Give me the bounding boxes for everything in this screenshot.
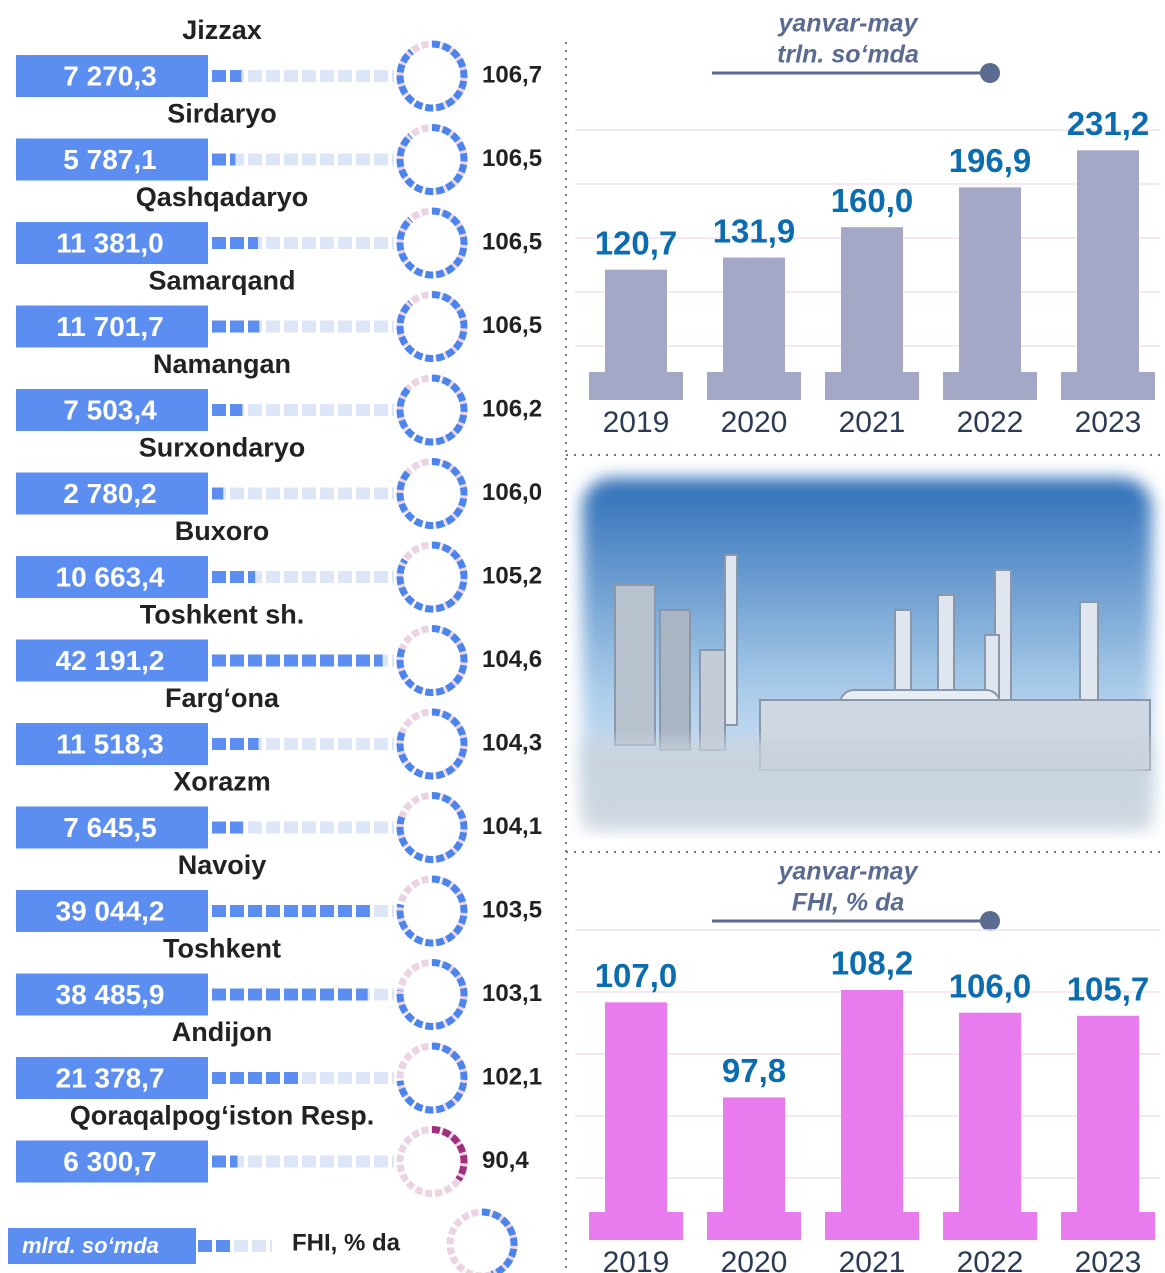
fhi-value: 103,1 bbox=[482, 980, 542, 1007]
region-name: Toshkent bbox=[163, 934, 281, 964]
region-name: Andijon bbox=[172, 1017, 272, 1047]
x-tick-label: 2021 bbox=[839, 1246, 906, 1273]
region-value: 6 300,7 bbox=[63, 1146, 156, 1177]
fhi-value: 106,5 bbox=[482, 145, 542, 172]
region-value: 42 191,2 bbox=[56, 645, 165, 676]
region-value: 11 381,0 bbox=[56, 227, 163, 258]
x-tick-label: 2020 bbox=[721, 406, 788, 439]
annotation-dot bbox=[980, 911, 1000, 931]
region-value: 2 780,2 bbox=[63, 478, 156, 509]
fhi-value: 105,2 bbox=[482, 562, 542, 589]
bar bbox=[605, 1002, 667, 1240]
bar-base bbox=[589, 1212, 683, 1240]
chart-title: yanvar-may bbox=[777, 858, 919, 886]
bar bbox=[959, 187, 1021, 400]
x-tick-label: 2022 bbox=[957, 1246, 1024, 1273]
x-tick-label: 2019 bbox=[603, 406, 670, 439]
bar-base bbox=[825, 372, 919, 400]
legend-label: mlrd. so‘mda bbox=[22, 1233, 159, 1258]
fhi-value: 102,1 bbox=[482, 1063, 542, 1090]
legend-label: FHI, % da bbox=[292, 1229, 401, 1256]
bar bbox=[841, 990, 903, 1240]
x-tick-label: 2020 bbox=[721, 1246, 788, 1273]
region-name: Xorazm bbox=[173, 767, 271, 797]
region-value: 11 518,3 bbox=[56, 728, 163, 759]
region-value: 21 378,7 bbox=[56, 1062, 165, 1093]
region-value: 38 485,9 bbox=[56, 979, 165, 1010]
region-name: Toshkent sh. bbox=[140, 600, 305, 630]
fhi-value: 103,5 bbox=[482, 896, 542, 923]
fhi-value: 106,7 bbox=[482, 61, 542, 88]
region-value: 7 503,4 bbox=[63, 394, 157, 425]
bar-base bbox=[825, 1212, 919, 1240]
bar-base bbox=[1061, 372, 1155, 400]
chart-subtitle: trln. so‘mda bbox=[777, 41, 919, 69]
region-name: Sirdaryo bbox=[167, 99, 277, 129]
region-name: Namangan bbox=[153, 349, 291, 379]
photo bbox=[582, 478, 1152, 830]
bar bbox=[959, 1013, 1021, 1240]
region-value: 5 787,1 bbox=[63, 144, 156, 175]
region-name: Qashqadaryo bbox=[136, 182, 309, 212]
value-label: 108,2 bbox=[831, 945, 914, 982]
region-name: Jizzax bbox=[182, 15, 262, 45]
region-name: Navoiy bbox=[178, 850, 267, 880]
fhi-value: 106,0 bbox=[482, 479, 542, 506]
value-label: 97,8 bbox=[722, 1052, 786, 1089]
bar-base bbox=[589, 372, 683, 400]
region-name: Buxoro bbox=[175, 516, 270, 546]
region-value: 39 044,2 bbox=[56, 895, 165, 926]
fhi-value: 104,6 bbox=[482, 646, 542, 673]
bar bbox=[1077, 150, 1139, 400]
bar bbox=[1077, 1016, 1139, 1240]
x-tick-label: 2023 bbox=[1075, 406, 1142, 439]
fhi-value: 106,5 bbox=[482, 312, 542, 339]
fhi-value: 104,1 bbox=[482, 813, 542, 840]
chart-subtitle: FHI, % da bbox=[792, 889, 905, 917]
x-tick-label: 2019 bbox=[603, 1246, 670, 1273]
bar-base bbox=[707, 1212, 801, 1240]
region-name: Samarqand bbox=[148, 266, 295, 296]
fhi-value: 106,5 bbox=[482, 228, 542, 255]
value-label: 160,0 bbox=[831, 182, 914, 219]
region-name: Qoraqalpog‘iston Resp. bbox=[70, 1101, 375, 1131]
x-tick-label: 2023 bbox=[1075, 1246, 1142, 1273]
value-label: 106,0 bbox=[949, 967, 1032, 1004]
region-value: 11 701,7 bbox=[56, 311, 163, 342]
bar-base bbox=[707, 372, 801, 400]
value-label: 107,0 bbox=[595, 957, 678, 994]
value-label: 120,7 bbox=[595, 224, 678, 261]
fhi-value: 104,3 bbox=[482, 729, 542, 756]
value-label: 131,9 bbox=[713, 212, 796, 249]
donut-arc bbox=[432, 1130, 464, 1180]
bar-base bbox=[943, 372, 1037, 400]
fhi-value: 106,2 bbox=[482, 395, 542, 422]
infographic: Jizzax 7 270,3 106,7 Sirdaryo 5 787,1 106,5 Qa… bbox=[0, 0, 1165, 1273]
bar-base bbox=[943, 1212, 1037, 1240]
x-tick-label: 2022 bbox=[957, 406, 1024, 439]
bar-base bbox=[1061, 1212, 1155, 1240]
value-label: 196,9 bbox=[949, 142, 1032, 179]
value-label: 105,7 bbox=[1067, 970, 1150, 1007]
region-name: Farg‘ona bbox=[165, 683, 280, 713]
region-name: Surxondaryo bbox=[139, 433, 306, 463]
legend-donut-arc bbox=[482, 1212, 514, 1273]
fhi-value: 90,4 bbox=[482, 1147, 529, 1174]
x-tick-label: 2021 bbox=[839, 406, 906, 439]
annotation-dot bbox=[980, 63, 1000, 83]
region-value: 10 663,4 bbox=[56, 561, 165, 592]
region-value: 7 270,3 bbox=[63, 60, 156, 91]
value-label: 231,2 bbox=[1067, 105, 1150, 142]
region-value: 7 645,5 bbox=[63, 812, 156, 843]
chart-title: yanvar-may bbox=[777, 10, 919, 38]
